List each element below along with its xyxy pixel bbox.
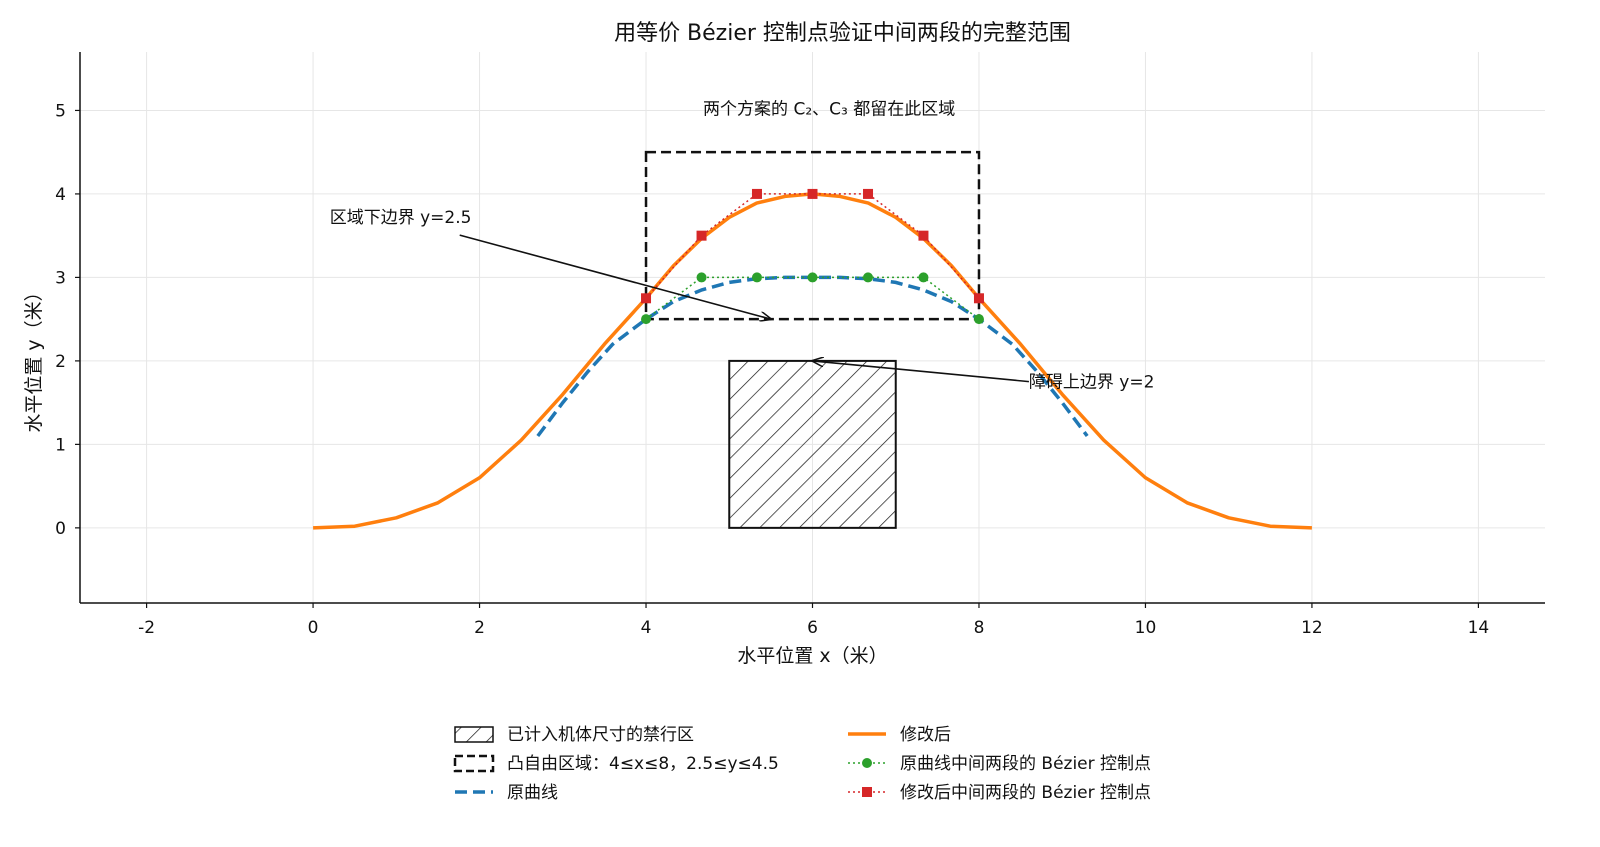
modified-control-point [918, 230, 929, 241]
series [313, 188, 1312, 530]
y-tick-label: 4 [55, 185, 66, 205]
x-tick-label: 2 [474, 618, 485, 638]
original-control-point [918, 272, 929, 283]
legend-entry: 凸自由区域：4≤x≤8，2.5≤y≤4.5 [453, 754, 779, 774]
y-tick-label: 0 [55, 519, 66, 539]
modified-control-point [863, 188, 874, 199]
regions [644, 150, 981, 529]
x-tick-label: 6 [807, 618, 818, 638]
y-tick-label: 1 [55, 435, 66, 455]
original-control-point [751, 272, 762, 283]
legend-swatch [454, 726, 494, 743]
annotation-arrow [459, 234, 771, 319]
x-tick-label: 10 [1135, 618, 1157, 638]
legend-label: 原曲线中间两段的 Bézier 控制点 [900, 754, 1151, 774]
y-axis-label: 水平位置 y（米） [23, 282, 45, 432]
x-tick-label: -2 [138, 618, 155, 638]
annotations: 区域下边界 y=2.5 障碍上边界 y=2 [330, 208, 1155, 392]
y-tick-label: 5 [55, 101, 66, 121]
legend-entry: 已计入机体尺寸的禁行区 [454, 725, 694, 745]
annotation-text: 区域下边界 y=2.5 [330, 208, 472, 228]
legend-label: 凸自由区域：4≤x≤8，2.5≤y≤4.5 [507, 754, 779, 774]
legend-entry: 原曲线 [455, 783, 558, 803]
y-tick-label: 3 [55, 268, 66, 288]
annotation-text: 障碍上边界 y=2 [1029, 373, 1155, 393]
original-control-point [696, 272, 707, 283]
legend-label: 修改后中间两段的 Bézier 控制点 [900, 783, 1151, 803]
x-tick-label: 14 [1468, 618, 1490, 638]
modified-control-point [696, 230, 707, 241]
modified-control-point [973, 293, 984, 304]
original-control-point [863, 272, 874, 283]
original-control-point [641, 314, 652, 325]
legend-label: 已计入机体尺寸的禁行区 [507, 725, 694, 745]
annotation-arrow [813, 361, 1029, 383]
modified-control-point [641, 293, 652, 304]
legend-label: 原曲线 [507, 783, 558, 803]
original-control-point [973, 314, 984, 325]
free-region-box [644, 150, 981, 321]
modified-control-point [807, 188, 818, 199]
legend-swatch [453, 754, 495, 773]
y-tick-label: 2 [55, 352, 66, 372]
forbidden-zone [728, 359, 897, 529]
legend-marker [862, 758, 872, 768]
modified-control-point [751, 188, 762, 199]
legend-entry: 修改后 [848, 725, 951, 745]
region-caption: 两个方案的 C₂、C₃ 都留在此区域 [703, 100, 955, 120]
legend-entry: 修改后中间两段的 Bézier 控制点 [848, 783, 1151, 803]
x-tick-label: 8 [974, 618, 985, 638]
legend-label: 修改后 [900, 725, 951, 745]
x-tick-label: 0 [308, 618, 319, 638]
chart-title: 用等价 Bézier 控制点验证中间两段的完整范围 [614, 21, 1071, 46]
legend-marker [862, 787, 872, 797]
x-axis-label: 水平位置 x（米） [737, 645, 887, 667]
legend-entry: 原曲线中间两段的 Bézier 控制点 [848, 754, 1151, 774]
x-tick-label: 4 [641, 618, 652, 638]
original-control-point [807, 272, 818, 283]
x-tick-label: 12 [1301, 618, 1323, 638]
